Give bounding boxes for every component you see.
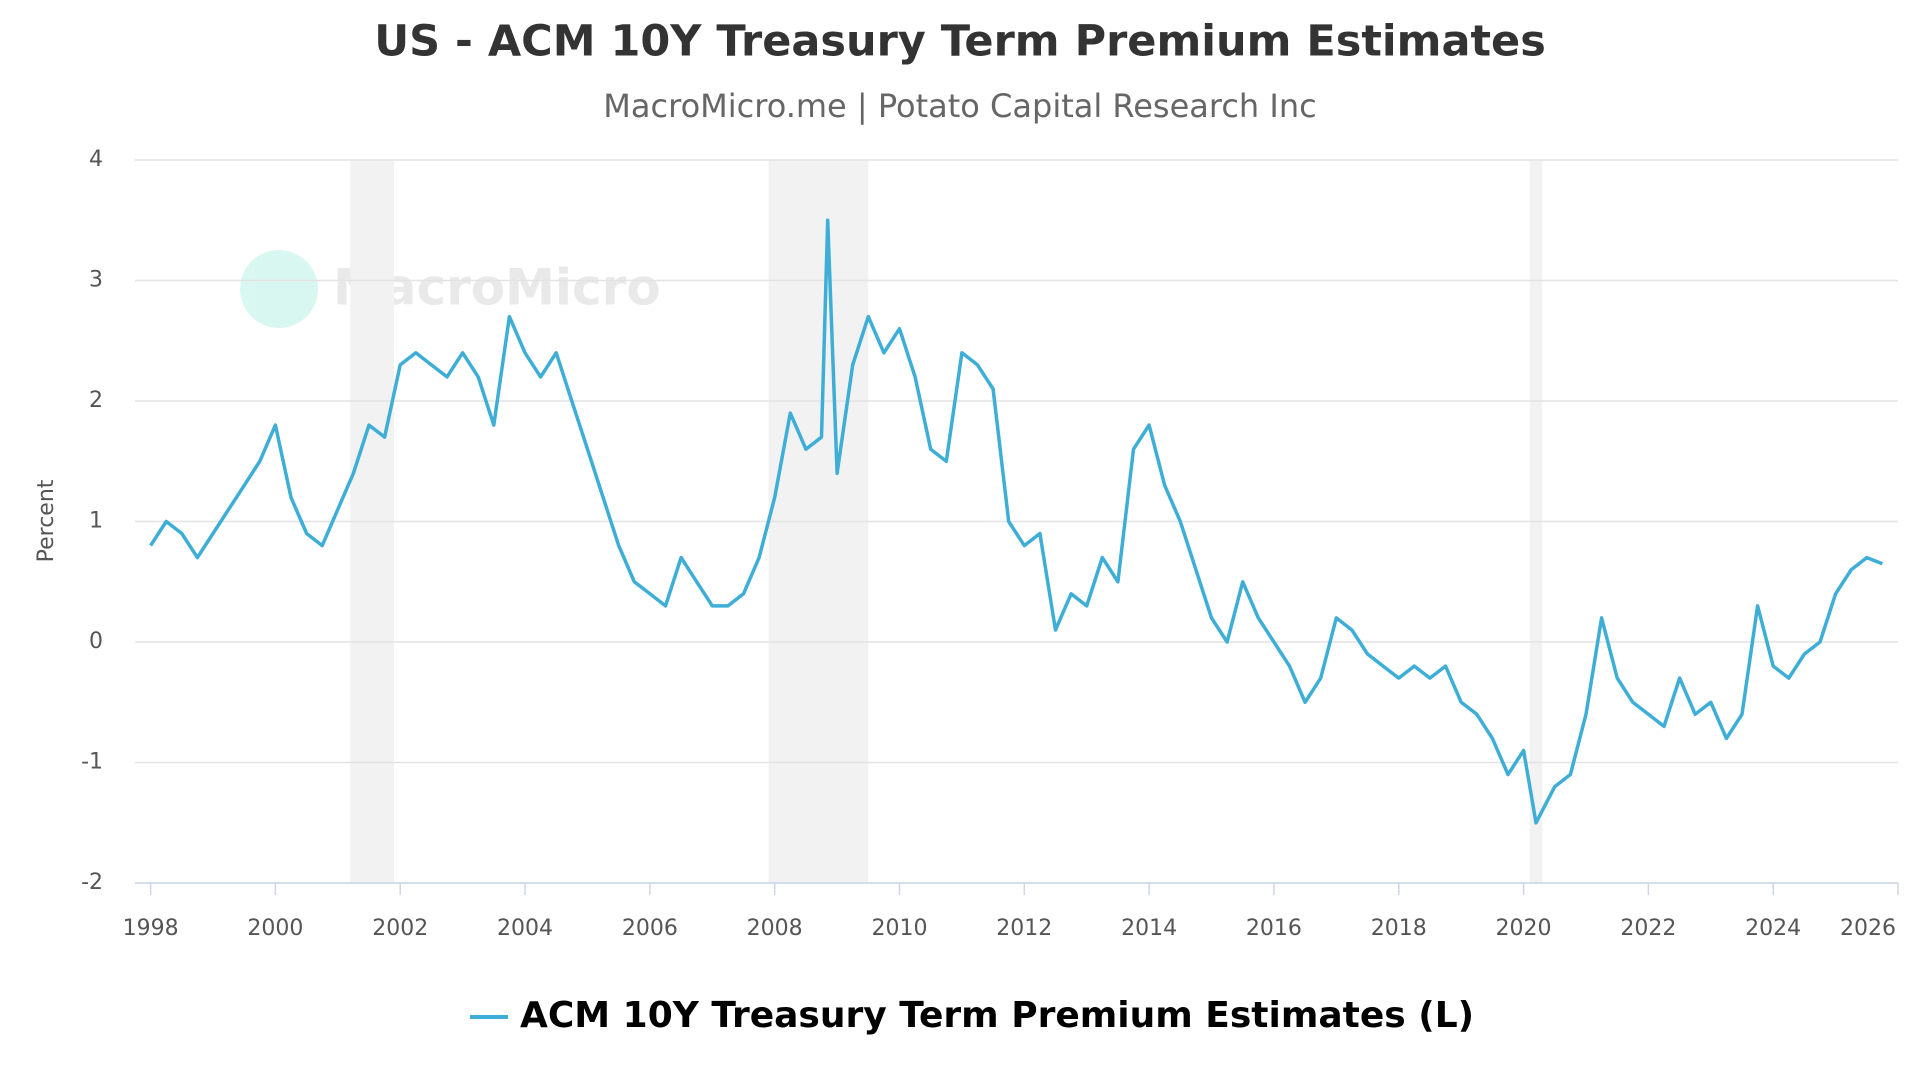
y-tick-label: 3 — [89, 268, 103, 293]
x-tick-label: 2026 — [1840, 916, 1896, 941]
watermark-group: MacroMicro — [240, 250, 661, 328]
y-tick-label: -1 — [81, 750, 103, 775]
x-tick-label: 2000 — [247, 916, 303, 941]
x-tick-label: 2010 — [871, 916, 927, 941]
x-tick-label: 2002 — [372, 916, 428, 941]
x-tick-label: 2022 — [1620, 916, 1676, 941]
y-tick-label: 2 — [89, 388, 103, 413]
x-tick-label: 2024 — [1745, 916, 1801, 941]
x-tick-label: 2020 — [1496, 916, 1552, 941]
line-series — [149, 218, 1884, 825]
y-axis-label: Percent — [34, 479, 59, 562]
x-tick-label: 2008 — [747, 916, 803, 941]
y-tick-label: 0 — [89, 629, 103, 654]
x-tick-label: 2012 — [996, 916, 1052, 941]
watermark-logo — [240, 250, 318, 328]
x-tick-label: 1998 — [123, 916, 179, 941]
x-tick-label: 2014 — [1121, 916, 1177, 941]
x-tick-label: 2006 — [622, 916, 678, 941]
chart-subtitle: MacroMicro.me | Potato Capital Research … — [603, 87, 1316, 125]
x-tick-label: 2016 — [1246, 916, 1302, 941]
y-tick-label: 4 — [89, 147, 103, 172]
chart-title: US - ACM 10Y Treasury Term Premium Estim… — [374, 17, 1546, 67]
y-tick-label: -2 — [81, 870, 103, 895]
y-tick-label: 1 — [89, 509, 103, 534]
legend-label[interactable]: ACM 10Y Treasury Term Premium Estimates … — [520, 995, 1474, 1036]
x-tick-label: 2018 — [1371, 916, 1427, 941]
x-tick-label: 2004 — [497, 916, 553, 941]
